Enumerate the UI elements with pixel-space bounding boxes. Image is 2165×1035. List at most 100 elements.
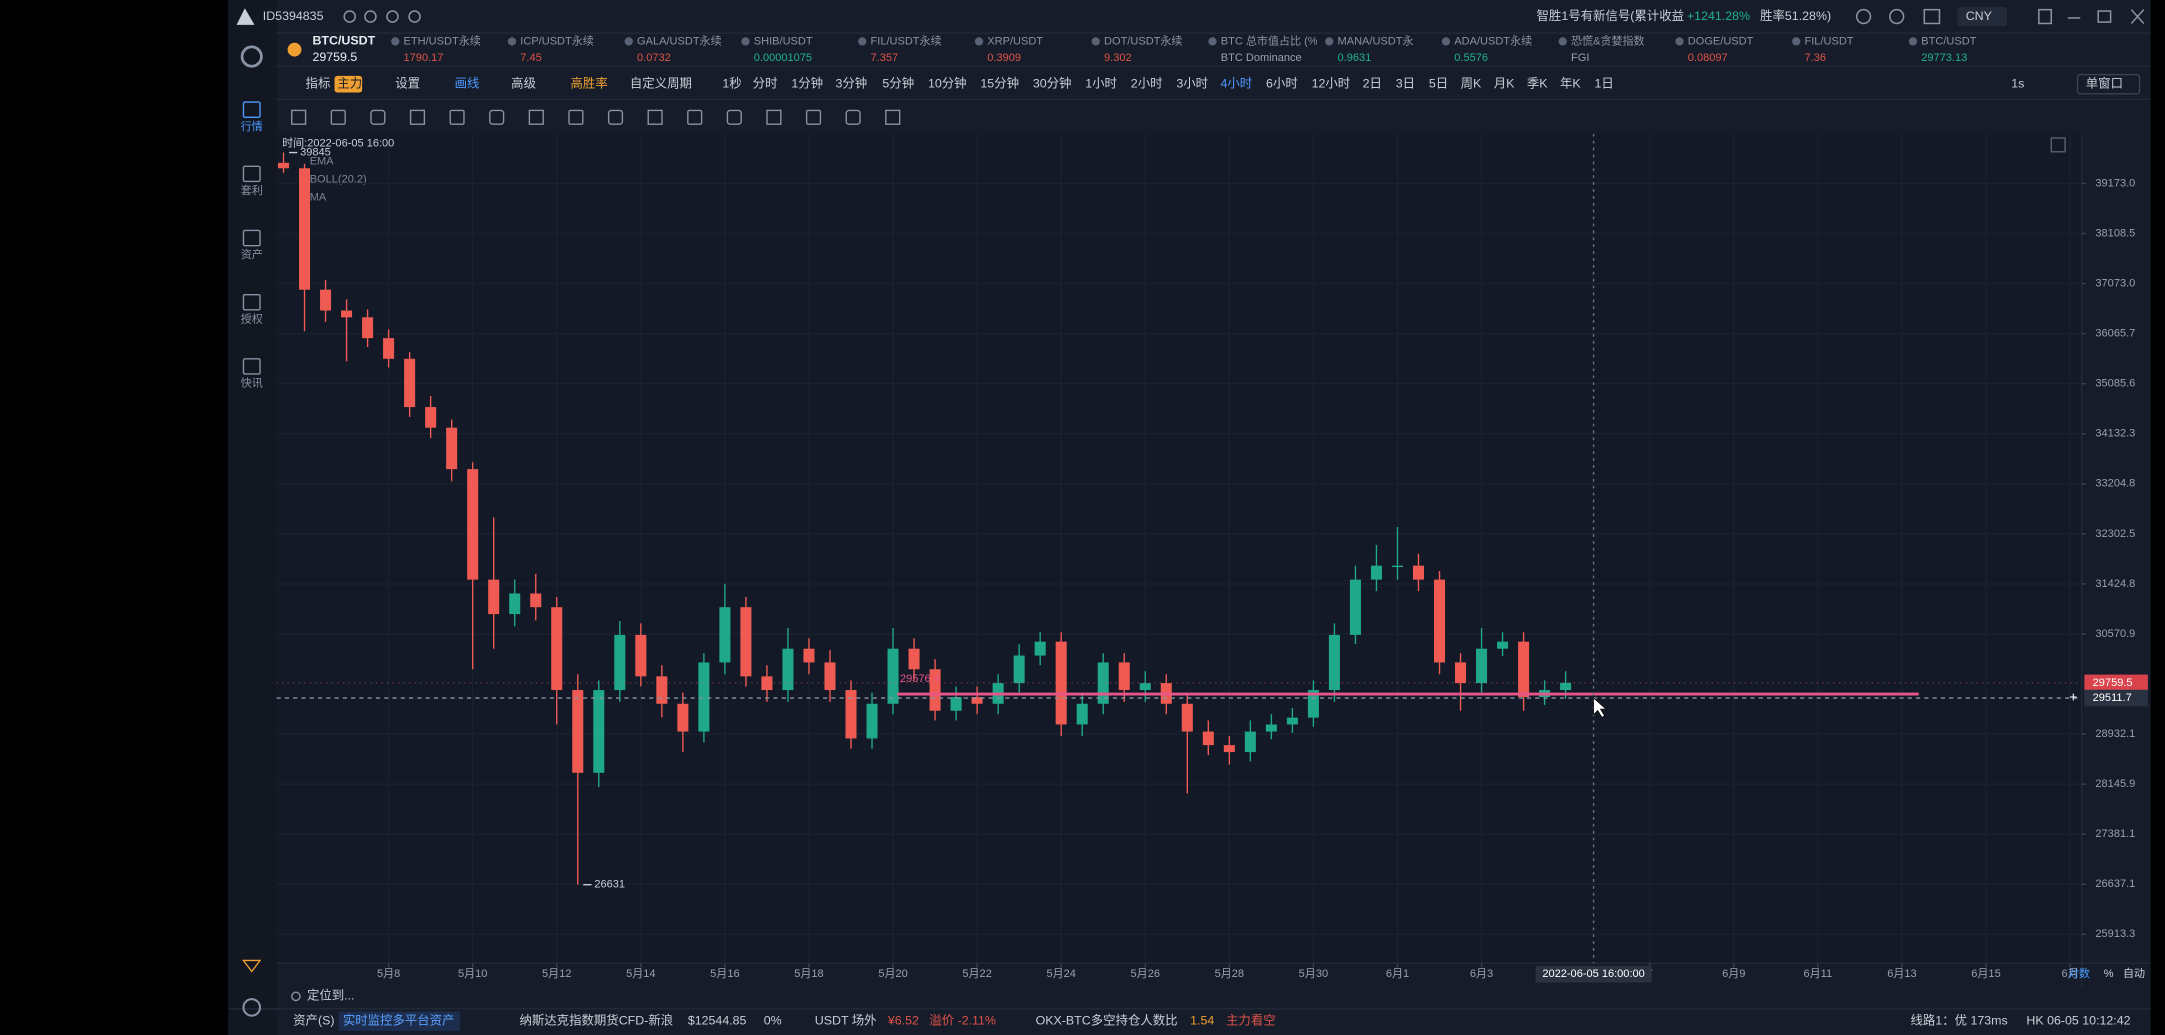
toolbar-item[interactable]: 15分钟: [980, 75, 1019, 90]
toolbar-item[interactable]: 指标: [306, 75, 331, 90]
ticker-value[interactable]: 0.9631: [1338, 52, 1372, 64]
drawing-tool[interactable]: [370, 109, 386, 125]
drawing-tool[interactable]: [687, 109, 703, 125]
toolbar-item[interactable]: 画线: [455, 76, 480, 90]
ticker-name[interactable]: BTC 总市值占比 (%: [1221, 33, 1318, 47]
drawing-tool[interactable]: [607, 109, 624, 125]
toolbar-item[interactable]: 3日: [1396, 76, 1415, 90]
ticker-name[interactable]: GALA/USDT永续: [637, 33, 722, 47]
sidebar-label[interactable]: 资产: [241, 247, 263, 261]
ticker-value[interactable]: 7.36: [1805, 52, 1826, 64]
ticker-value[interactable]: 0.08097: [1688, 52, 1728, 64]
title-tool-icons[interactable]: [1855, 8, 1941, 25]
ticker-value[interactable]: FGI: [1571, 52, 1589, 64]
currency-select[interactable]: [1957, 6, 2008, 27]
drawing-tool[interactable]: [845, 109, 861, 125]
toolbar-item[interactable]: 12小时: [1312, 76, 1351, 90]
monitor-button[interactable]: [338, 1011, 461, 1031]
toolbar-item[interactable]: 2日: [1363, 76, 1382, 90]
locate-link[interactable]: 定位到...: [307, 988, 355, 1003]
toolbar-item[interactable]: 季K: [1527, 76, 1548, 90]
drawing-tool[interactable]: [291, 109, 307, 125]
ticker-name[interactable]: DOGE/USDT: [1688, 35, 1754, 47]
status-item[interactable]: 实时监控多平台资产: [343, 1012, 455, 1027]
toolbar-item[interactable]: 高胜率: [571, 75, 608, 90]
ticker-name[interactable]: DOT/USDT永续: [1104, 33, 1182, 47]
ticker-value[interactable]: 0.00001075: [754, 52, 812, 64]
ticker-name[interactable]: FIL/USDT永续: [871, 33, 942, 47]
toolbar-item[interactable]: 6小时: [1266, 76, 1298, 90]
sidebar-label[interactable]: 授权: [241, 311, 263, 325]
ticker-name[interactable]: XRP/USDT: [987, 35, 1043, 47]
ticker-value[interactable]: 1790.17: [404, 52, 444, 64]
toolbar-item[interactable]: 高级: [511, 75, 536, 90]
toolbar-item[interactable]: 30分钟: [1033, 75, 1072, 90]
indicator-label[interactable]: EMA: [310, 155, 335, 167]
ticker-name[interactable]: ICP/USDT永续: [520, 33, 594, 47]
sidebar-icon[interactable]: [242, 358, 261, 375]
indicator-label[interactable]: MA: [310, 191, 327, 203]
signal-text[interactable]: 智胜1号有新信号(累计收益: [1537, 8, 1685, 23]
axis-option[interactable]: 对数: [2068, 966, 2090, 980]
ticker-name[interactable]: BTC/USDT: [312, 34, 375, 48]
ticker-name[interactable]: ETH/USDT永续: [404, 33, 481, 47]
sidebar-icon[interactable]: [242, 165, 261, 183]
drawing-tool[interactable]: [330, 109, 346, 125]
toolbar-item[interactable]: 1分钟: [791, 75, 823, 90]
drawing-tool[interactable]: [528, 109, 544, 125]
sidebar-icon[interactable]: [242, 101, 261, 118]
ticker-value[interactable]: 0.3909: [987, 52, 1021, 64]
ticker-name[interactable]: 恐慌&贪婪指数: [1571, 33, 1645, 47]
ticker-value[interactable]: 29773.13: [1921, 52, 1967, 64]
toolbar-right[interactable]: 单窗口: [2086, 76, 2123, 90]
drawing-tool[interactable]: [647, 109, 663, 125]
drawing-tool[interactable]: [766, 109, 782, 125]
ticker-name[interactable]: FIL/USDT: [1805, 35, 1854, 47]
axis-option[interactable]: 自动: [2123, 967, 2145, 980]
toolbar-item[interactable]: 3小时: [1176, 76, 1208, 90]
drawing-tool[interactable]: [449, 109, 465, 125]
toolbar-item[interactable]: 5分钟: [882, 75, 914, 90]
ticker-name[interactable]: SHIB/USDT: [754, 35, 813, 47]
toolbar-item[interactable]: 周K: [1461, 76, 1482, 90]
expand-icon[interactable]: [2050, 137, 2066, 153]
toolbar-right[interactable]: 1s: [2011, 76, 2024, 90]
toolbar-item[interactable]: 设置: [395, 75, 420, 90]
ticker-value[interactable]: 7.45: [520, 52, 541, 64]
drawing-tool[interactable]: [409, 109, 426, 125]
indicator-label[interactable]: BOLL(20,2): [310, 173, 367, 185]
toolbar-item[interactable]: 1日: [1594, 76, 1613, 90]
ticker-value[interactable]: 0.5576: [1454, 52, 1488, 64]
ticker-value[interactable]: 9.302: [1104, 52, 1132, 64]
toolbar-item[interactable]: 4小时: [1221, 76, 1253, 90]
toolbar-item[interactable]: 年K: [1560, 76, 1581, 90]
toolbar-item[interactable]: 1小时: [1085, 76, 1117, 90]
ticker-name[interactable]: BTC/USDT: [1921, 35, 1976, 47]
ticker-name[interactable]: MANA/USDT永: [1338, 33, 1414, 47]
ticker-name[interactable]: ADA/USDT永续: [1454, 33, 1532, 47]
toolbar-item[interactable]: 5日: [1429, 76, 1448, 90]
axis-option[interactable]: %: [2104, 968, 2114, 980]
currency[interactable]: CNY: [1966, 9, 1992, 23]
drawing-tool[interactable]: [885, 109, 901, 125]
vip-icon[interactable]: [242, 959, 262, 973]
sidebar-label[interactable]: 行情: [241, 120, 263, 133]
settings-icon[interactable]: [242, 998, 262, 1017]
ticker-value[interactable]: 0.0732: [637, 52, 671, 64]
drawing-tool[interactable]: [568, 109, 584, 125]
sidebar-icon[interactable]: [242, 293, 261, 311]
ticker-value[interactable]: 29759.5: [312, 50, 357, 64]
ticker-value[interactable]: 7.357: [871, 52, 899, 64]
drawing-tool[interactable]: [805, 109, 822, 125]
toolbar-item[interactable]: 1秒: [722, 76, 741, 90]
sidebar-icon[interactable]: [242, 229, 261, 247]
sidebar-label[interactable]: 套利: [241, 184, 263, 197]
toolbar-item[interactable]: 月K: [1494, 76, 1515, 90]
ticker-value[interactable]: BTC Dominance: [1221, 52, 1302, 64]
drawing-tool[interactable]: [726, 109, 742, 125]
title-icons[interactable]: [343, 10, 421, 23]
window-controls[interactable]: [2038, 8, 2145, 25]
sidebar-label[interactable]: 快讯: [241, 377, 263, 390]
toolbar-item[interactable]: 3分钟: [835, 75, 867, 90]
toolbar-item[interactable]: 分时: [753, 76, 778, 90]
